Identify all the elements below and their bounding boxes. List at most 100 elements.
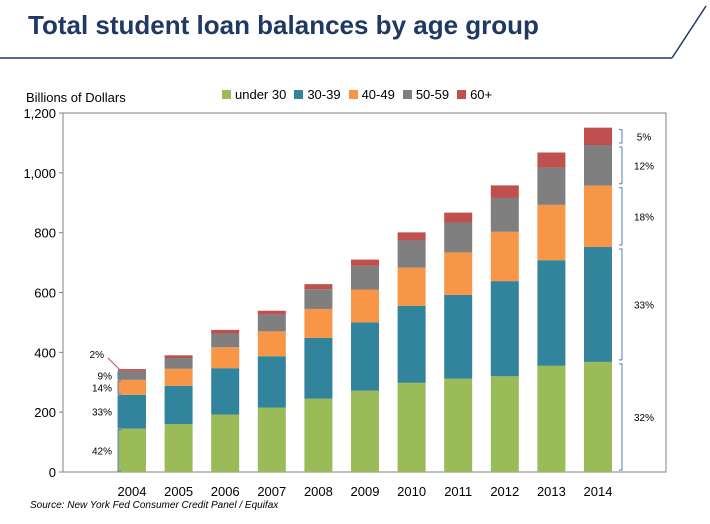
page-title: Total student loan balances by age group	[28, 10, 539, 40]
bar-segment	[304, 284, 333, 290]
bar-segment	[444, 222, 473, 253]
bar-segment	[444, 294, 473, 379]
bar-segment	[490, 197, 519, 232]
bar-segment	[444, 378, 473, 472]
x-tick-label: 2005	[164, 484, 193, 499]
y-tick-label: 800	[34, 226, 56, 241]
legend-label-under30: under 30	[235, 87, 287, 102]
bar-segment	[164, 355, 193, 359]
annotation-label-2014: 32%	[634, 413, 654, 424]
bar-segment	[164, 368, 193, 386]
bar-segment	[118, 428, 146, 472]
title-corner-slash	[671, 5, 707, 59]
annotation-bracket	[619, 248, 623, 361]
bar-segment	[397, 382, 426, 472]
legend-swatch-40-49	[348, 90, 358, 99]
legend-swatch-60plus	[457, 90, 467, 99]
bar-segment	[351, 259, 379, 266]
bar-segment	[537, 204, 566, 261]
bar-segment	[257, 356, 286, 408]
bar-segment	[490, 185, 519, 198]
annotation-label-2014: 33%	[634, 300, 654, 311]
bar-segment	[351, 265, 379, 290]
annotation-bracket	[619, 146, 623, 185]
legend-label-60plus: 60+	[470, 87, 493, 102]
legend-label-30-39: 30-39	[307, 87, 341, 102]
bar-segment	[351, 390, 379, 472]
x-tick-label: 2006	[211, 484, 240, 499]
bar-segment	[164, 358, 193, 369]
bar-segment	[584, 185, 612, 248]
bar-segment	[304, 289, 333, 309]
y-tick-label: 400	[34, 345, 56, 360]
legend-item-30-39: 30-39	[294, 87, 341, 102]
bar-segment	[164, 385, 193, 425]
annotation-label-2014: 18%	[634, 212, 654, 223]
annotation-label-2014: 12%	[634, 161, 654, 172]
legend-item-50-59: 50-59	[402, 87, 450, 102]
x-tick-label: 2004	[118, 484, 147, 499]
legend-swatch-50-59	[402, 90, 412, 99]
annotation-label-2004: 9%	[98, 371, 113, 382]
bar-segment	[118, 394, 146, 429]
bar-segment	[490, 231, 519, 282]
bar-segment	[397, 267, 426, 306]
annotation-bracket	[117, 380, 121, 395]
x-tick-label: 2008	[304, 484, 333, 499]
annotation-bracket	[117, 371, 121, 380]
bar-segment	[444, 252, 473, 295]
bar-segment	[490, 281, 519, 377]
bar-segment	[118, 369, 146, 371]
legend-label-40-49: 40-49	[361, 87, 395, 102]
x-tick-label: 2009	[351, 484, 380, 499]
legend-swatch-under30	[222, 90, 231, 99]
x-tick-label: 2007	[257, 484, 286, 499]
bar-segment	[584, 247, 612, 362]
legend-swatch-30-39	[294, 90, 304, 99]
x-tick-label: 2011	[444, 484, 472, 499]
annotation-bracket	[117, 395, 121, 429]
bar-segment	[118, 379, 146, 395]
source-note: Source: New York Fed Consumer Credit Pan…	[30, 500, 279, 511]
y-tick-label: 600	[34, 286, 56, 301]
annotation-label-2014: 5%	[637, 132, 652, 143]
bar-segment	[304, 308, 333, 338]
bar-segment	[257, 407, 286, 472]
bar-segment	[257, 331, 286, 357]
bar-segment	[584, 361, 612, 472]
annotation-bracket	[117, 429, 121, 472]
bar-segment	[584, 127, 612, 146]
legend-label-50-59: 50-59	[415, 87, 450, 102]
bar-segment	[584, 145, 612, 186]
annotation-bracket	[619, 363, 623, 471]
x-tick-label: 2013	[537, 484, 566, 499]
bar-segment	[211, 368, 240, 415]
bar-segment	[118, 370, 146, 380]
y-tick-label: 0	[49, 465, 56, 480]
annotation-bracket	[619, 129, 623, 144]
legend-item-40-49: 40-49	[348, 87, 395, 102]
bar-segment	[397, 232, 426, 241]
bar-segment	[257, 314, 286, 332]
annotation-leader-line	[107, 357, 121, 371]
bar-segment	[211, 347, 240, 369]
bar-segment	[397, 305, 426, 383]
bar-segment	[304, 337, 333, 399]
annotation-label-2004: 14%	[92, 383, 112, 394]
bar-segment	[351, 289, 379, 323]
bar-segment	[444, 212, 473, 223]
bar-segment	[490, 376, 519, 472]
chart-legend: under 30 30-39 40-49 50-59 60+	[222, 87, 492, 102]
bar-segment	[257, 310, 286, 315]
bar-segment	[537, 365, 566, 472]
y-tick-label: 1,000	[23, 166, 56, 181]
x-tick-label: 2012	[490, 484, 519, 499]
annotation-bracket	[619, 187, 623, 246]
bar-segment	[397, 240, 426, 268]
annotation-label-2004: 42%	[92, 446, 112, 457]
bar-segment	[537, 167, 566, 205]
bar-segment	[537, 152, 566, 168]
annotation-label-2004: 33%	[92, 408, 112, 419]
